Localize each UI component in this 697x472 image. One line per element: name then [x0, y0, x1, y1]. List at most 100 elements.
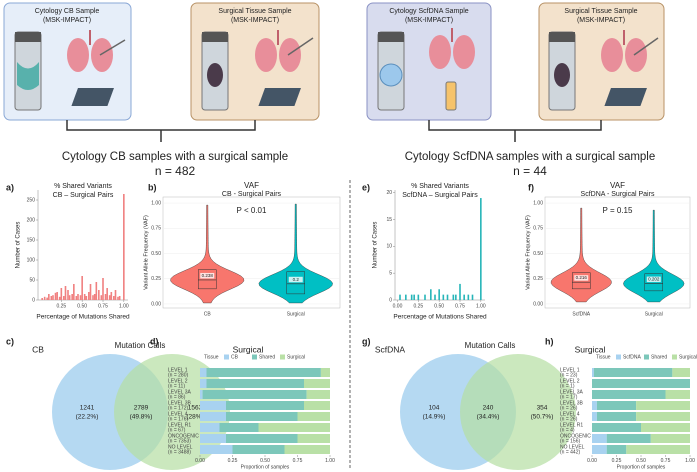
sample-title: Cytology CB Sample	[35, 8, 100, 15]
category-n: (n = 11)	[168, 384, 185, 390]
y-tick-label: 20	[386, 190, 392, 196]
bar-segment	[606, 445, 627, 454]
x-tick-label: 1.00	[119, 303, 129, 309]
bar	[52, 295, 54, 300]
category-n: (n = 442)	[560, 450, 580, 456]
category-n: (n = 86)	[168, 395, 186, 401]
region-percent: (50.7%)	[531, 414, 554, 421]
panel-label: d)	[150, 336, 159, 346]
bar	[110, 292, 113, 300]
sample-subtitle: (MSK-IMPACT)	[577, 17, 625, 24]
bar	[67, 290, 69, 300]
legend-swatch	[616, 354, 621, 360]
bar	[114, 290, 117, 300]
region-count: 2789	[134, 405, 149, 412]
bar	[75, 296, 78, 300]
lung	[255, 38, 277, 72]
region-count: 240	[483, 405, 494, 412]
y-tick-label: 0.25	[151, 276, 161, 282]
y-tick-label: 150	[27, 237, 36, 243]
median-label: 0.238	[202, 273, 214, 278]
panel-label: e)	[362, 182, 370, 192]
bar	[480, 198, 482, 300]
violin	[170, 204, 245, 304]
y-tick-label: 0	[32, 297, 35, 303]
bar-segment	[592, 379, 690, 388]
bar	[95, 282, 98, 300]
set-label: Surgical	[575, 344, 606, 354]
y-tick-label: 0.75	[151, 226, 161, 232]
x-tick-label: 0.75	[661, 458, 671, 464]
bar	[463, 294, 465, 300]
x-axis-label: Percentage of Mutations Shared	[393, 314, 487, 321]
y-tick-label: 250	[27, 197, 36, 203]
tissue	[207, 63, 223, 87]
y-tick-label: 0.50	[533, 251, 543, 257]
x-tick-label: 0.50	[77, 303, 87, 309]
bar-segment	[297, 412, 330, 421]
x-axis-label: Proportion of samples	[617, 464, 666, 470]
sample-box: Surgical Tissue Sample (MSK-IMPACT)	[538, 2, 665, 121]
y-axis-label: Variant Allele Frequency (VAF)	[525, 215, 531, 290]
bar-segment	[258, 423, 330, 432]
bar-segment	[665, 390, 690, 399]
panel-label: f)	[528, 182, 534, 192]
bar-segment	[200, 412, 226, 421]
x-tick-label: Surgical	[287, 311, 305, 317]
bar-segment	[641, 423, 690, 432]
bar	[83, 294, 86, 300]
y-tick-label: 15	[386, 217, 392, 223]
scalpel	[633, 37, 659, 56]
region-percent: (22.2%)	[76, 414, 99, 421]
bar-segment	[200, 390, 203, 399]
y-axis-label: Variant Allele Frequency (VAF)	[143, 215, 149, 290]
chart-subtitle: ScfDNA – Surgical Pairs	[402, 192, 478, 199]
y-axis-label: Number of Cases	[16, 222, 22, 269]
category-n: (n = 7353)	[168, 439, 191, 445]
lung	[279, 38, 301, 72]
bar	[113, 296, 115, 300]
bar	[63, 296, 65, 300]
legend-label: Shared	[651, 354, 667, 360]
bar-segment	[306, 390, 330, 399]
bar-segment	[592, 401, 597, 410]
x-tick-label: 1.00	[325, 458, 335, 464]
bar	[106, 288, 108, 300]
category-label: ONCOGENIC	[168, 433, 199, 439]
category-n: (n = 156)	[560, 439, 580, 445]
bar	[102, 278, 104, 300]
legend-label: CB	[231, 354, 239, 360]
bar-segment	[200, 423, 220, 432]
cohort-title: Cytology CB samples with a surgical samp…	[62, 151, 288, 163]
chart-title: Mutation Calls	[115, 341, 166, 350]
bar-segment	[202, 390, 307, 399]
vial-cap	[15, 32, 41, 42]
cohort-n: n = 482	[155, 164, 196, 178]
bar-segment	[200, 368, 207, 377]
chart-title: VAF	[610, 181, 625, 190]
chart-title: VAF	[244, 181, 259, 190]
legend-label: Surgical	[679, 354, 697, 360]
bar-segment	[592, 368, 594, 377]
x-axis-label: Proportion of samples	[241, 464, 290, 470]
category-label: LEVEL 1	[560, 367, 580, 373]
x-tick-label: 0.25	[612, 458, 622, 464]
bar-segment	[606, 434, 651, 443]
box	[572, 272, 591, 290]
bar-segment	[596, 412, 637, 421]
chart-subtitle: CB - Surgical Pairs	[222, 191, 282, 198]
sample-box: Cytology ScfDNA Sample (MSK-IMPACT)	[366, 2, 492, 121]
bar-segment	[636, 401, 690, 410]
bar	[60, 288, 63, 300]
bar	[424, 294, 426, 300]
x-tick-label: CB	[204, 311, 212, 317]
y-tick-label: 100	[27, 257, 36, 263]
legend-title: Tissue	[596, 354, 611, 360]
bar	[71, 294, 73, 300]
bar	[85, 296, 88, 300]
sample-subtitle: (MSK-IMPACT)	[231, 17, 279, 24]
bar	[410, 294, 413, 300]
bracket	[66, 120, 256, 142]
category-n: (n = 17)	[560, 395, 578, 401]
category-n: (n = 172)	[168, 406, 188, 412]
